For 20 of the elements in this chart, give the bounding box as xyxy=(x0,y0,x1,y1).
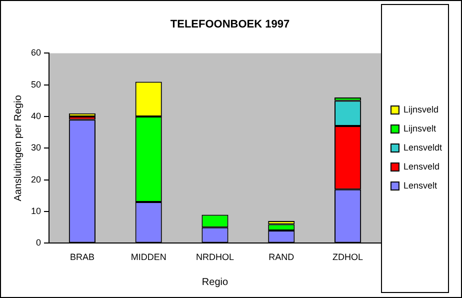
y-axis-title: Aansluitingen per Regio xyxy=(12,94,24,202)
x-tick-label: BRAB xyxy=(70,252,94,262)
y-tick-label: 0 xyxy=(36,238,42,248)
legend-label: Lensveld xyxy=(403,161,440,172)
x-tick-label: MIDDEN xyxy=(130,252,166,262)
legend-label: Lensveldt xyxy=(403,142,442,152)
y-tick-label: 40 xyxy=(30,111,42,122)
y-tick-label: 50 xyxy=(30,79,42,90)
y-tick-label: 30 xyxy=(30,142,42,153)
x-tick-label: NRDHOL xyxy=(196,252,234,262)
chart-title: TELEFOONBOEK 1997 xyxy=(170,18,290,31)
x-tick-label: ZDHOL xyxy=(332,252,364,262)
legend-label: Lensvelt xyxy=(403,180,438,190)
y-tick-label: 20 xyxy=(30,174,42,184)
x-axis-title: Regio xyxy=(202,276,228,288)
x-tick-label: RAND xyxy=(268,252,295,262)
legend-label: Lijnsvelt xyxy=(403,123,436,134)
y-tick-label: 10 xyxy=(30,206,42,216)
y-tick-label: 60 xyxy=(30,48,42,58)
legend-label: Lijnsveld xyxy=(403,104,439,114)
